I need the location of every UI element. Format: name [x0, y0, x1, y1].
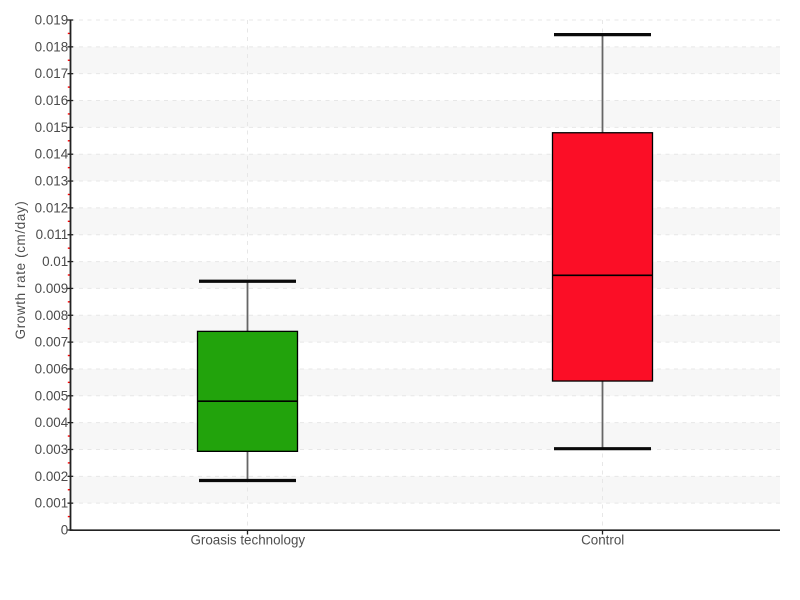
svg-text:Control: Control — [581, 533, 624, 548]
svg-text:0.017: 0.017 — [35, 66, 69, 81]
svg-text:0.007: 0.007 — [35, 335, 69, 350]
svg-text:0.016: 0.016 — [35, 93, 69, 108]
svg-text:0.01: 0.01 — [42, 254, 68, 269]
svg-text:0.018: 0.018 — [35, 39, 69, 54]
svg-text:0.005: 0.005 — [35, 388, 69, 403]
svg-text:Groasis technology: Groasis technology — [190, 533, 305, 548]
svg-text:0.012: 0.012 — [35, 200, 69, 215]
svg-text:0.009: 0.009 — [35, 281, 69, 296]
svg-text:Growth rate (cm/day): Growth rate (cm/day) — [13, 201, 28, 340]
svg-text:0.015: 0.015 — [35, 120, 69, 135]
svg-text:0.011: 0.011 — [36, 227, 69, 242]
svg-text:0: 0 — [61, 523, 68, 538]
svg-text:0.014: 0.014 — [35, 147, 69, 162]
svg-text:0.003: 0.003 — [35, 442, 69, 457]
svg-text:0.004: 0.004 — [35, 415, 69, 430]
svg-text:0.001: 0.001 — [35, 496, 69, 511]
svg-text:0.006: 0.006 — [35, 361, 69, 376]
svg-text:0.008: 0.008 — [35, 308, 69, 323]
svg-text:0.019: 0.019 — [35, 13, 69, 28]
svg-text:0.013: 0.013 — [35, 174, 69, 189]
svg-text:0.002: 0.002 — [35, 469, 69, 484]
